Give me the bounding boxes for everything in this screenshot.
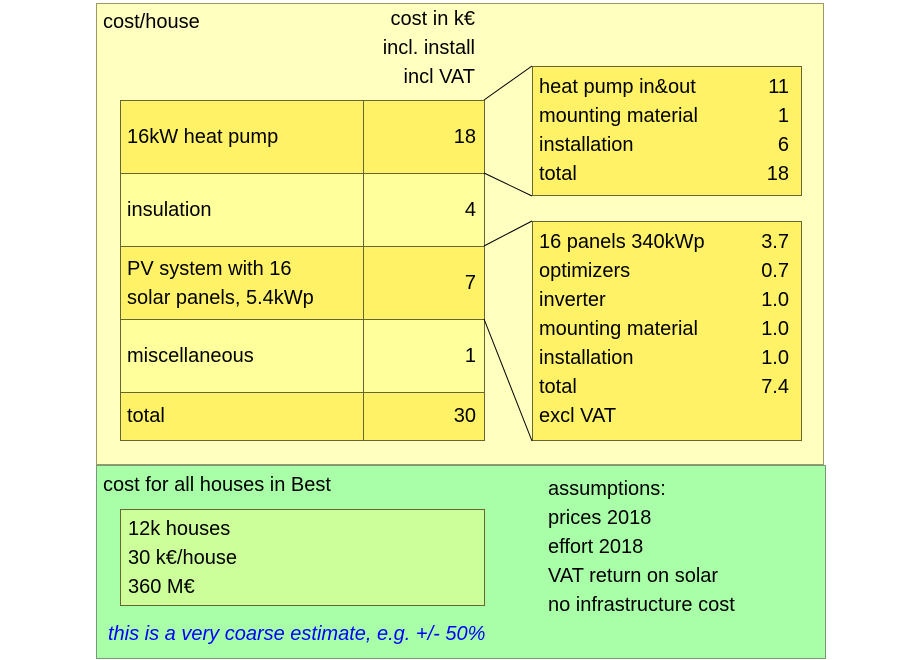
- breakdown-row: installation 6: [539, 131, 789, 160]
- assumption-line: VAT return on solar: [548, 565, 719, 587]
- header-line: incl. install: [382, 37, 475, 59]
- breakdown-row: total 18: [539, 160, 789, 189]
- cost-per-house-title: cost/house: [103, 11, 200, 33]
- assumption-line: effort 2018: [548, 536, 644, 558]
- breakdown-value: 7.4: [761, 376, 789, 398]
- breakdown-label: installation: [539, 347, 634, 369]
- cost-column-header: cost in k€ incl. install incl VAT: [330, 5, 475, 92]
- heat-pump-breakdown-box: heat pump in&out 11 mounting material 1 …: [532, 66, 802, 196]
- estimate-footnote: this is a very coarse estimate, e.g. +/-…: [108, 623, 486, 645]
- breakdown-row: installation 1.0: [539, 344, 789, 373]
- breakdown-row: mounting material 1: [539, 102, 789, 131]
- header-line: cost in k€: [390, 8, 475, 30]
- assumptions-list: assumptions: prices 2018 effort 2018 VAT…: [548, 475, 735, 620]
- assumption-line: prices 2018: [548, 507, 652, 529]
- row-value-heat-pump: 18: [363, 100, 485, 174]
- breakdown-row: mounting material 1.0: [539, 315, 789, 344]
- all-houses-title: cost for all houses in Best: [103, 474, 331, 496]
- breakdown-label: installation: [539, 134, 634, 156]
- pv-connector-top: [483, 220, 533, 247]
- heat-pump-connector-top: [483, 65, 533, 101]
- breakdown-label: total: [539, 376, 577, 398]
- breakdown-label: total: [539, 163, 577, 185]
- breakdown-value: 1.0: [761, 289, 789, 311]
- totals-summary-box: 12k houses 30 k€/house 360 M€: [120, 509, 485, 606]
- breakdown-value: 3.7: [761, 231, 789, 253]
- breakdown-label: mounting material: [539, 318, 698, 340]
- breakdown-row: total 7.4: [539, 373, 789, 402]
- summary-line: 360 M€: [128, 576, 195, 598]
- breakdown-value: 1: [777, 105, 789, 127]
- breakdown-note: excl VAT: [539, 402, 789, 431]
- breakdown-value: 6: [777, 134, 789, 156]
- breakdown-note-text: excl VAT: [539, 405, 617, 427]
- breakdown-row: 16 panels 340kWp 3.7: [539, 228, 789, 257]
- summary-line: 12k houses: [128, 518, 231, 540]
- breakdown-label: heat pump in&out: [539, 76, 696, 98]
- pv-label-line: solar panels, 5.4kWp: [127, 287, 314, 309]
- breakdown-label: optimizers: [539, 260, 631, 282]
- pv-label-line: PV system with 16: [127, 258, 292, 280]
- breakdown-row: heat pump in&out 11: [539, 73, 789, 102]
- heat-pump-connector-bottom: [483, 172, 533, 197]
- breakdown-row: inverter 1.0: [539, 286, 789, 315]
- breakdown-label: mounting material: [539, 105, 698, 127]
- breakdown-label: 16 panels 340kWp: [539, 231, 705, 253]
- row-label-pv-system: PV system with 16 solar panels, 5.4kWp: [120, 246, 364, 320]
- row-label-miscellaneous: miscellaneous: [120, 319, 364, 393]
- pv-connector-bottom: [483, 318, 533, 442]
- row-value-total: 30: [363, 392, 485, 441]
- breakdown-value: 18: [766, 163, 789, 185]
- pv-breakdown-box: 16 panels 340kWp 3.7 optimizers 0.7 inve…: [532, 221, 802, 441]
- assumption-line: no infrastructure cost: [548, 594, 735, 616]
- assumption-line: assumptions:: [548, 478, 666, 500]
- row-label-heat-pump: 16kW heat pump: [120, 100, 364, 174]
- breakdown-label: inverter: [539, 289, 606, 311]
- row-label-total: total: [120, 392, 364, 441]
- breakdown-row: optimizers 0.7: [539, 257, 789, 286]
- row-label-insulation: insulation: [120, 173, 364, 247]
- breakdown-value: 11: [768, 76, 789, 98]
- breakdown-value: 1.0: [761, 347, 789, 369]
- breakdown-value: 0.7: [761, 260, 789, 282]
- summary-line: 30 k€/house: [128, 547, 237, 569]
- row-value-insulation: 4: [363, 173, 485, 247]
- breakdown-value: 1.0: [761, 318, 789, 340]
- header-line: incl VAT: [403, 66, 476, 88]
